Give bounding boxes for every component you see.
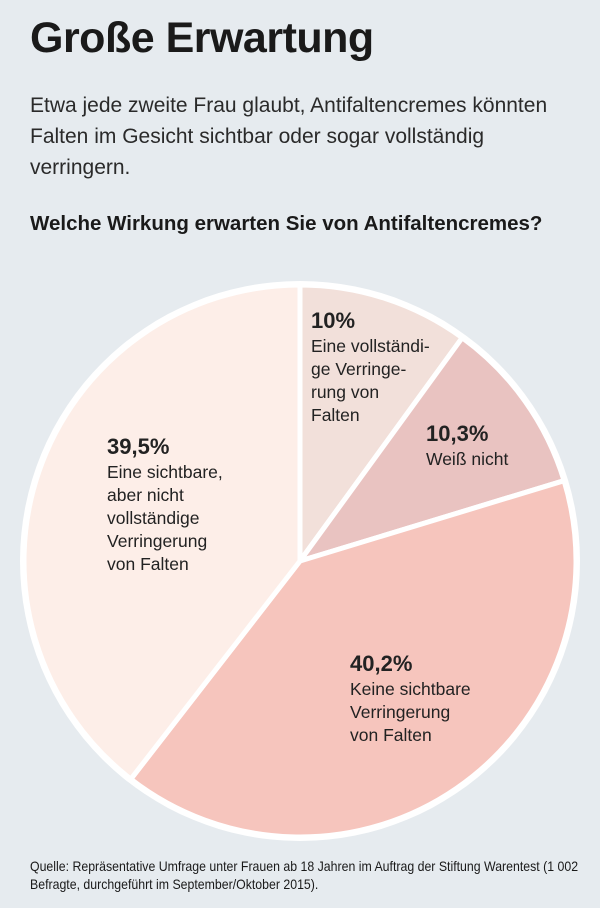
intro-text: Etwa jede zweite Frau glaubt, Antifalten… — [30, 94, 548, 179]
pie-slice-0 — [297, 282, 465, 564]
slice-pct-1: 10,3% — [426, 421, 489, 446]
slice-label-2: 40,2% Keine sichtbare Verringerung von F… — [350, 650, 471, 747]
slice-label-3: 39,5% Eine sichtbare, aber nicht vollstä… — [107, 433, 223, 576]
slice-pct-0: 10% — [311, 308, 356, 333]
source-note: Quelle: Repräsentative Umfrage unter Fra… — [30, 858, 579, 892]
slice-text-0: Eine vollständi- ge Verringe- rung von F… — [311, 336, 430, 425]
slice-pct-2: 40,2% — [350, 651, 413, 676]
slice-pct-3: 39,5% — [107, 434, 170, 459]
survey-question: Welche Wirkung erwarten Sie von Antifalt… — [30, 212, 543, 235]
chart-title: Große Erwartung — [30, 14, 374, 62]
slice-text-2: Keine sichtbare Verringerung von Falten — [350, 679, 471, 745]
pie-slice-3 — [21, 282, 303, 782]
slice-text-3: Eine sichtbare, aber nicht vollständige … — [107, 462, 223, 574]
pie-slice-1 — [297, 335, 567, 564]
slice-text-1: Weiß nicht — [426, 449, 509, 469]
slice-label-0: 10% Eine vollständi- ge Verringe- rung v… — [311, 307, 430, 427]
pie-slice-2 — [128, 478, 579, 840]
slice-label-1: 10,3% Weiß nicht — [426, 420, 508, 471]
